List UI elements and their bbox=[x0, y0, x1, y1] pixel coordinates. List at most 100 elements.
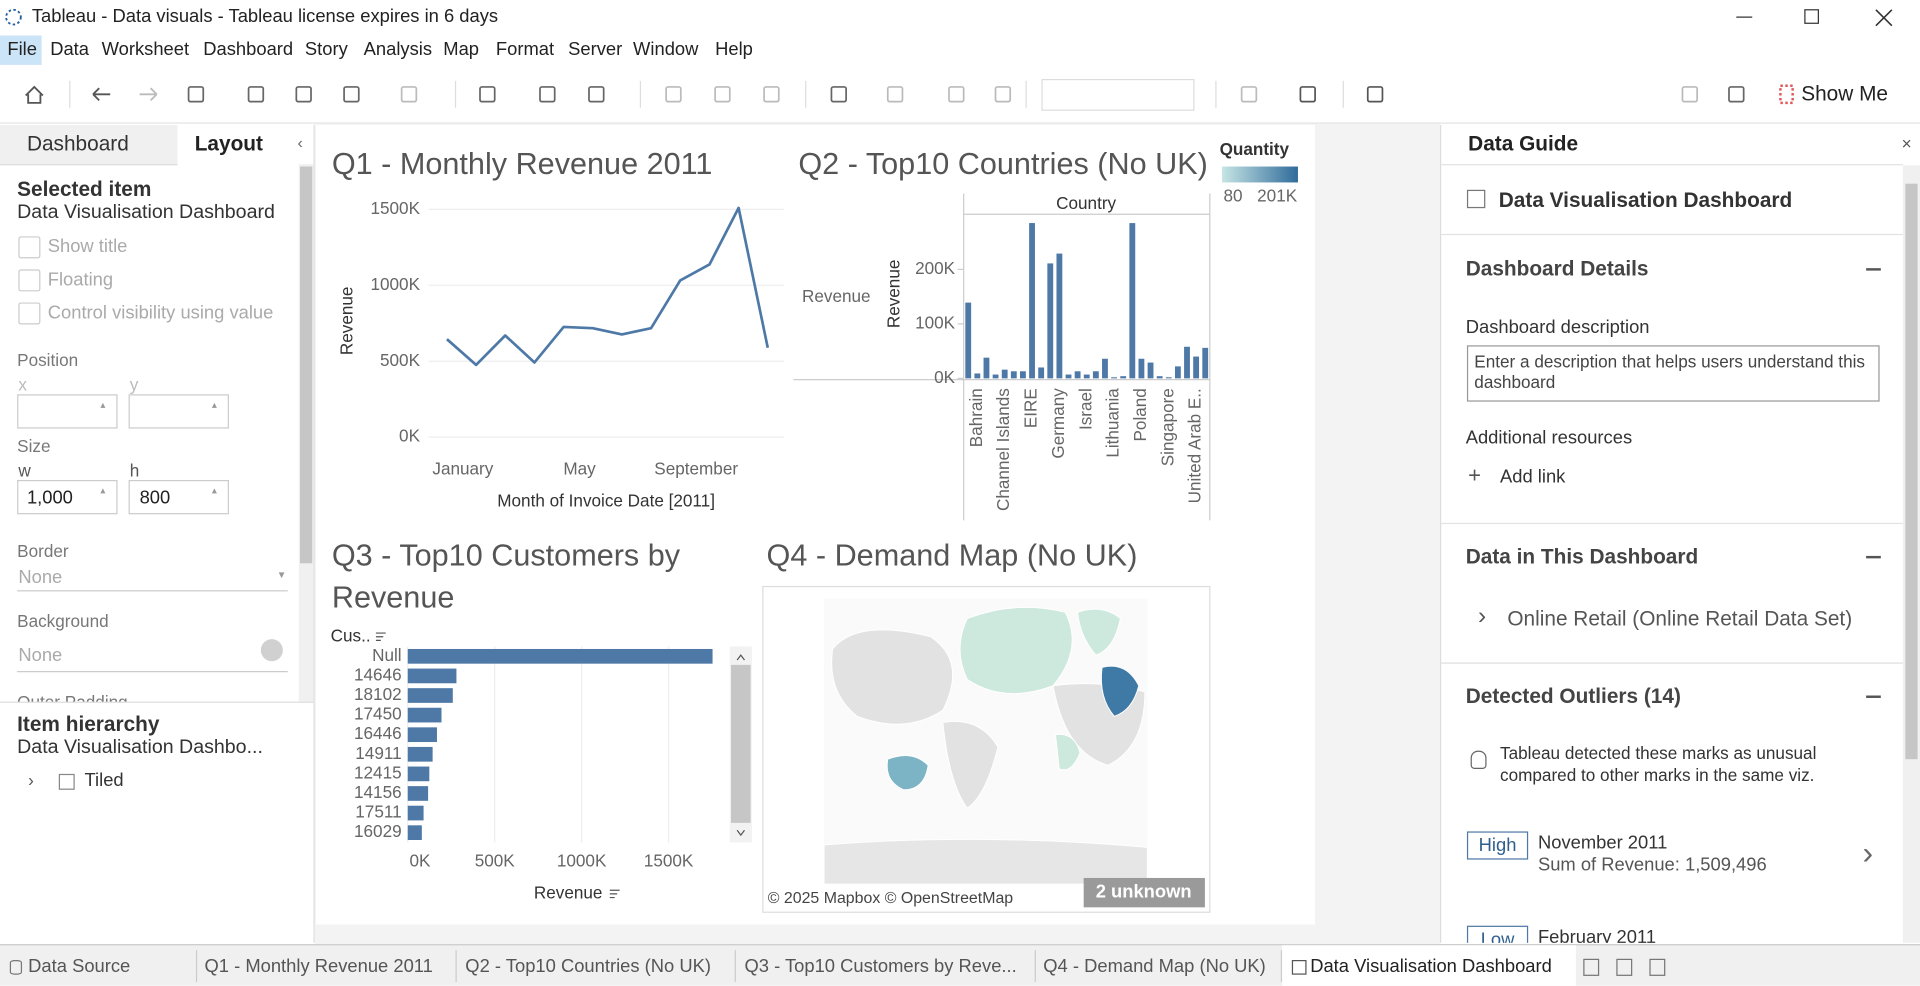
collapse-button[interactable] bbox=[1866, 268, 1881, 270]
menu-item[interactable]: Format bbox=[495, 39, 555, 60]
expand-chevron[interactable]: › bbox=[1477, 602, 1487, 630]
outlier-note: Tableau detected these marks as unusual … bbox=[1500, 743, 1817, 785]
dropdown-value[interactable]: None bbox=[18, 645, 63, 667]
level-badge: Low bbox=[1466, 925, 1529, 943]
checkbox[interactable] bbox=[18, 236, 41, 259]
layout-settings: Selected item Data Visualisation Dashboar… bbox=[0, 164, 314, 703]
sheet-tab[interactable]: Data Source bbox=[28, 956, 131, 978]
open-chevron[interactable]: › bbox=[1862, 931, 1873, 943]
spinner[interactable]: ▴ bbox=[100, 484, 106, 496]
menu-highlight bbox=[0, 35, 42, 65]
field-label: Outer Padding bbox=[17, 691, 128, 703]
sheet-tab[interactable]: Q2 - Top10 Countries (No UK) bbox=[465, 956, 711, 978]
input-value[interactable]: 1,000 bbox=[26, 487, 73, 509]
menu-item[interactable]: Server bbox=[568, 39, 623, 60]
selected-item-name: Data Visualisation Dashboard bbox=[17, 202, 275, 223]
section-heading: Item hierarchy bbox=[17, 712, 160, 736]
data-guide-panel: Data Guide × Data Visualisation Dashboard D… bbox=[1440, 124, 1920, 943]
divider bbox=[1441, 662, 1903, 664]
tiled-icon bbox=[58, 773, 75, 790]
chart-title: Q4 - Demand Map (No UK) bbox=[766, 538, 1138, 574]
menu-item[interactable]: Dashboard bbox=[203, 39, 294, 60]
menu-item[interactable]: Story bbox=[304, 39, 348, 60]
hierarchy-child[interactable]: Tiled bbox=[84, 770, 124, 792]
chart-title: Q2 - Top10 Countries (No UK) bbox=[798, 146, 1208, 182]
checkbox[interactable] bbox=[18, 269, 41, 292]
collapse-button[interactable] bbox=[1866, 695, 1881, 698]
sheet-tab[interactable]: Q1 - Monthly Revenue 2011 bbox=[204, 956, 433, 978]
add-icon[interactable]: + bbox=[1468, 462, 1482, 488]
color-swatch[interactable] bbox=[260, 639, 283, 662]
checkbox-label[interactable]: Control visibility using value bbox=[47, 302, 274, 324]
sheet-tab[interactable]: Q3 - Top10 Customers by Reve... bbox=[744, 956, 1017, 978]
hierarchy-root[interactable]: Data Visualisation Dashbo... bbox=[17, 737, 263, 758]
outlier-title[interactable]: November 2011 bbox=[1537, 832, 1668, 854]
active-tab-bg bbox=[1282, 945, 1576, 986]
close-button[interactable]: × bbox=[1901, 133, 1912, 154]
number-input[interactable] bbox=[128, 394, 229, 429]
number-input[interactable] bbox=[128, 480, 229, 515]
number-input[interactable] bbox=[17, 480, 118, 515]
close-button bbox=[1875, 9, 1893, 27]
spinner[interactable]: ▴ bbox=[211, 399, 217, 411]
outlier-detail: Sum of Revenue: 1,509,496 bbox=[1537, 854, 1767, 876]
description-label: Dashboard description bbox=[1465, 317, 1650, 338]
panel-tab[interactable]: Dashboard bbox=[26, 132, 129, 156]
menu-item[interactable]: Map bbox=[443, 39, 480, 60]
field-label: Background bbox=[17, 611, 109, 631]
menu-item[interactable]: Help bbox=[715, 39, 753, 60]
divider bbox=[1441, 164, 1903, 166]
checkbox-label[interactable]: Show title bbox=[47, 236, 128, 258]
field-label: Additional resources bbox=[1465, 427, 1633, 449]
new-sheet-button[interactable] bbox=[1616, 958, 1633, 976]
section-heading[interactable]: Dashboard Details bbox=[1465, 257, 1649, 281]
section-heading: Selected item bbox=[17, 177, 152, 201]
open-chevron[interactable]: › bbox=[1862, 833, 1874, 871]
description-placeholder: Enter a description that helps users und… bbox=[1474, 351, 1865, 392]
input-value[interactable]: 800 bbox=[139, 487, 171, 509]
scrollbar-thumb[interactable] bbox=[1905, 183, 1918, 760]
add-link[interactable]: Add link bbox=[1500, 466, 1566, 488]
dashboard-tab-icon bbox=[1291, 960, 1307, 975]
description-input[interactable] bbox=[1466, 345, 1880, 402]
divider bbox=[1441, 233, 1903, 236]
bulb-icon bbox=[1470, 750, 1487, 769]
collapse-button[interactable] bbox=[1866, 555, 1881, 558]
checkbox-label[interactable]: Floating bbox=[47, 269, 114, 291]
panel-tab-active[interactable]: Layout bbox=[194, 132, 263, 156]
toolbar bbox=[0, 66, 1920, 124]
scrollbar-thumb[interactable] bbox=[300, 166, 313, 564]
collapse-button[interactable]: ‹ bbox=[297, 133, 303, 152]
menu-item[interactable]: File bbox=[7, 39, 37, 60]
field-label: Size bbox=[17, 435, 51, 456]
menu-item[interactable]: Analysis bbox=[363, 39, 433, 60]
left-panel: Selected item Data Visualisation Dashboar… bbox=[0, 124, 315, 943]
show-me-button[interactable]: Show Me bbox=[1801, 82, 1889, 106]
sheet-tab[interactable]: Q4 - Demand Map (No UK) bbox=[1043, 956, 1266, 978]
spinner[interactable]: ▴ bbox=[100, 399, 106, 411]
data-source-name[interactable]: Online Retail (Online Retail Data Set) bbox=[1507, 607, 1853, 631]
number-input[interactable] bbox=[17, 394, 118, 429]
new-sheet-button[interactable] bbox=[1583, 958, 1600, 976]
checkbox[interactable] bbox=[18, 302, 41, 325]
restore-button bbox=[1804, 9, 1819, 24]
menu-item[interactable]: Worksheet bbox=[101, 39, 190, 60]
menu-item[interactable]: Data bbox=[50, 39, 90, 60]
dropdown-value[interactable]: None bbox=[18, 566, 63, 588]
new-sheet-button[interactable] bbox=[1649, 958, 1666, 976]
sheet-tab-active[interactable]: Data Visualisation Dashboard bbox=[1310, 956, 1552, 978]
expand-chevron[interactable]: › bbox=[28, 770, 34, 790]
menu-item[interactable]: Window bbox=[633, 39, 699, 60]
dropdown-underline bbox=[17, 590, 288, 592]
section-heading[interactable]: Data in This Dashboard bbox=[1465, 544, 1699, 569]
outlier-title[interactable]: February 2011 bbox=[1537, 926, 1657, 943]
spinner[interactable]: ▴ bbox=[211, 484, 217, 496]
dropdown-caret[interactable]: ▼ bbox=[276, 569, 287, 581]
section-heading[interactable]: Detected Outliers (14) bbox=[1465, 684, 1681, 708]
tab-separator bbox=[1280, 950, 1283, 983]
dashboard-canvas bbox=[315, 124, 1316, 925]
tab-separator bbox=[195, 950, 198, 983]
dashboard-name: Data Visualisation Dashboard bbox=[1498, 188, 1793, 212]
